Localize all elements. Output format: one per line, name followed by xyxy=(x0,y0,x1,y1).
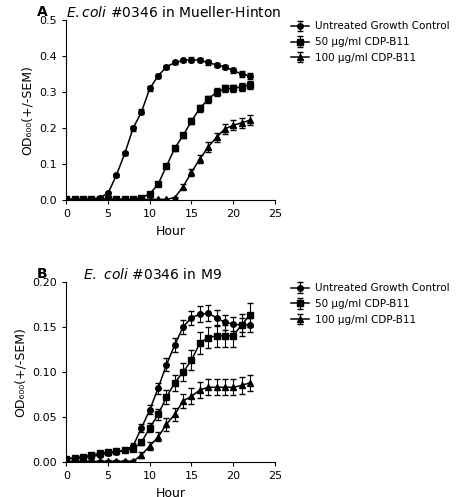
X-axis label: Hour: Hour xyxy=(155,225,186,238)
Legend: Untreated Growth Control, 50 μg/ml CDP-B11, 100 μg/ml CDP-B11: Untreated Growth Control, 50 μg/ml CDP-B… xyxy=(291,283,449,325)
Legend: Untreated Growth Control, 50 μg/ml CDP-B11, 100 μg/ml CDP-B11: Untreated Growth Control, 50 μg/ml CDP-B… xyxy=(291,21,449,63)
Text: A: A xyxy=(37,5,48,19)
X-axis label: Hour: Hour xyxy=(155,487,186,497)
Y-axis label: OD₆₀₀(+/-SEM): OD₆₀₀(+/-SEM) xyxy=(21,65,34,155)
Text: $\it{E.\ coli}$ #0346 in M9: $\it{E.\ coli}$ #0346 in M9 xyxy=(83,267,222,282)
Text: $\it{E.coli}$ #0346 in Mueller-Hinton: $\it{E.coli}$ #0346 in Mueller-Hinton xyxy=(66,5,282,20)
Y-axis label: OD₆₀₀(+/-SEM): OD₆₀₀(+/-SEM) xyxy=(14,327,27,417)
Text: B: B xyxy=(37,267,48,281)
